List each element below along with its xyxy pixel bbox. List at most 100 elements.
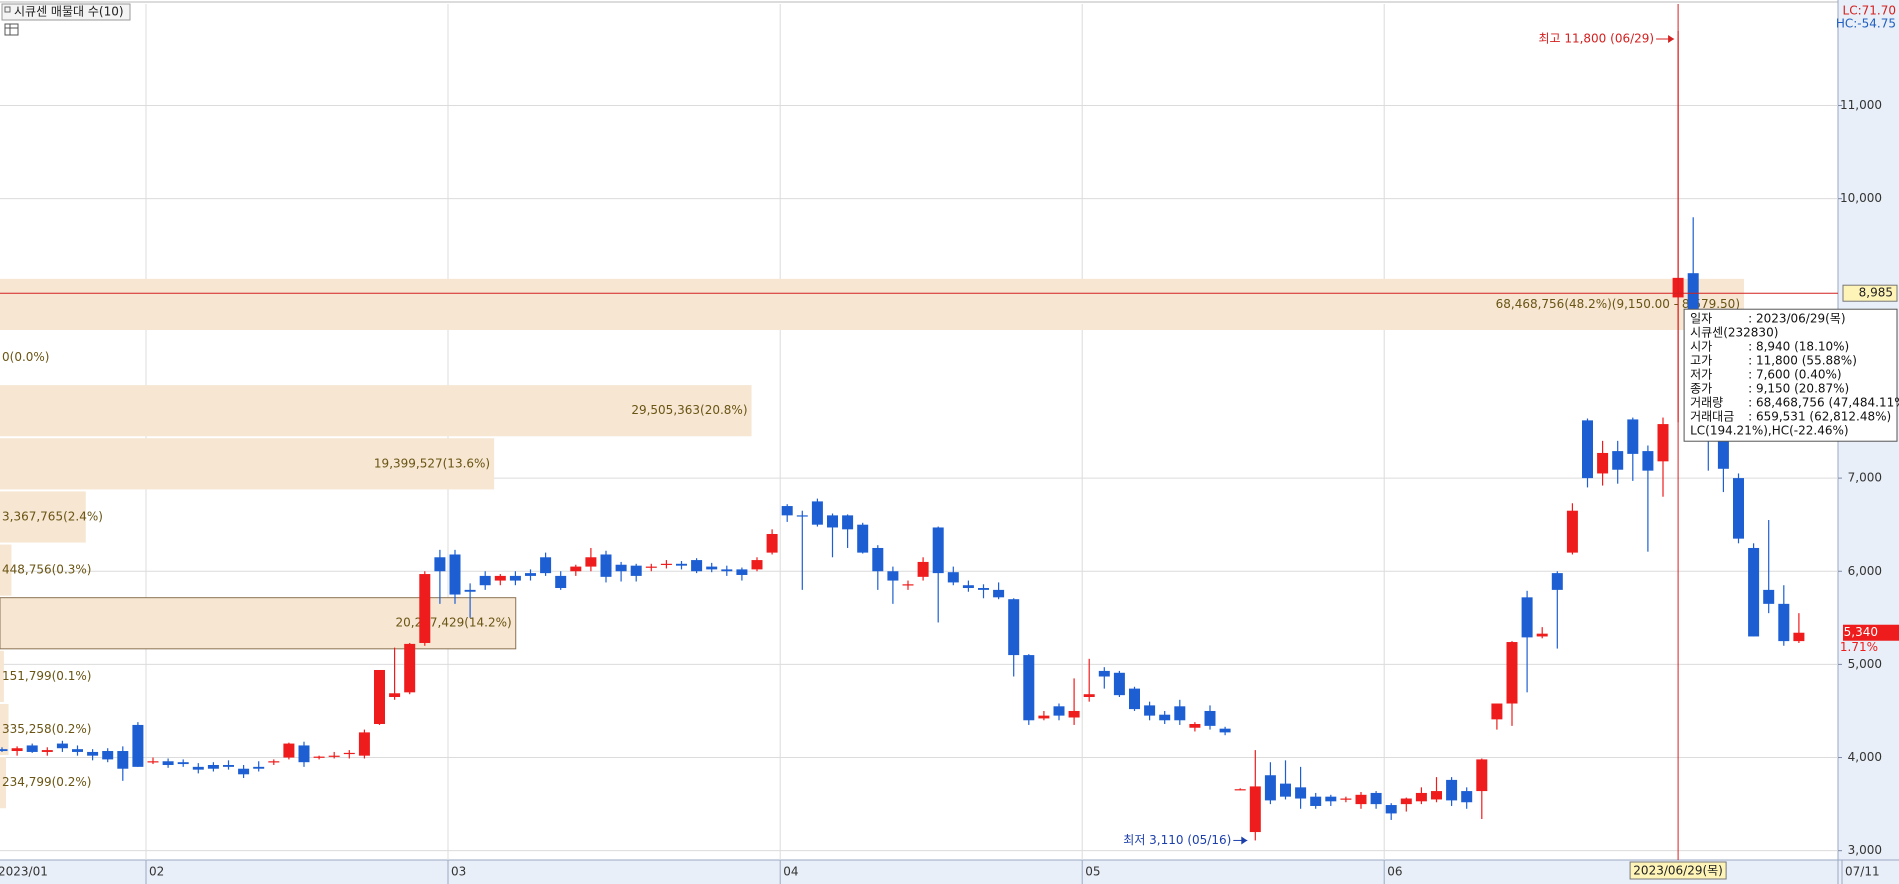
candle-body	[887, 571, 899, 581]
candle-body	[1129, 688, 1140, 710]
y-tick-label: 11,000	[1840, 98, 1882, 112]
profile-bar	[0, 757, 6, 809]
candle-body	[464, 589, 476, 592]
candle-body	[706, 566, 718, 570]
tooltip-value: : 68,468,756 (47,484.11%)	[1748, 396, 1899, 410]
tooltip-label: 거래량	[1690, 396, 1723, 410]
candle-body	[1159, 714, 1171, 721]
candle-body	[41, 750, 53, 752]
candle-body	[389, 693, 401, 697]
x-tick-label: 06	[1387, 865, 1402, 879]
candle-body	[555, 575, 567, 589]
candle-body	[947, 572, 959, 583]
candle-body	[1446, 779, 1458, 801]
tooltip-value: : 9,150 (20.87%)	[1748, 382, 1849, 396]
profile-label: 335,258(0.2%)	[2, 722, 91, 736]
last-price-tag	[1843, 624, 1899, 641]
tooltip-label: 일자	[1690, 312, 1712, 326]
candle-body	[102, 751, 114, 760]
x-tick-label: 05	[1085, 865, 1100, 879]
high-arrow-head	[1668, 35, 1675, 44]
tooltip-value: : 11,800 (55.88%)	[1748, 354, 1857, 368]
tooltip-footer: LC(194.21%),HC(-22.46%)	[1690, 424, 1848, 438]
candle-body	[147, 761, 159, 763]
candle-body	[1461, 791, 1473, 803]
candle-body	[26, 745, 38, 752]
price-axis	[1838, 0, 1899, 884]
candle-body	[872, 547, 884, 572]
candle-body	[494, 575, 506, 581]
candle-body	[11, 748, 23, 752]
candle-body	[1793, 632, 1805, 642]
candle-body	[811, 501, 823, 525]
candle-body	[1189, 724, 1201, 728]
candle-body	[1068, 710, 1080, 718]
last-price: 5,340	[1844, 625, 1878, 639]
candle-body	[268, 761, 280, 763]
candle-body	[56, 743, 68, 749]
candle-body	[1098, 670, 1110, 677]
candle-body	[1264, 775, 1276, 801]
candle-body	[132, 724, 144, 767]
candle-body	[721, 569, 733, 572]
candle-body	[72, 749, 83, 752]
x-tick-label: 04	[783, 865, 798, 879]
profile-label: 448,756(0.3%)	[2, 563, 91, 577]
profile-bar	[0, 544, 12, 596]
candle-body	[676, 563, 687, 566]
candle-body	[1778, 603, 1790, 642]
tooltip-label: 고가	[1690, 354, 1712, 368]
candle-body	[509, 575, 521, 581]
candle-body	[1249, 786, 1261, 833]
profile-label: 29,505,363(20.8%)	[631, 403, 747, 417]
candle-body	[1053, 706, 1065, 716]
candle-body	[404, 643, 416, 693]
candle-body	[419, 574, 431, 643]
crosshair-price-tag	[1842, 284, 1898, 302]
profile-label: 151,799(0.1%)	[2, 669, 91, 683]
candle-body	[1642, 451, 1654, 471]
candle-body	[358, 732, 370, 756]
candle-body	[1280, 783, 1291, 797]
y-tick-label: 10,000	[1840, 191, 1882, 205]
candle-body	[223, 764, 234, 767]
profile-label: 68,468,756(48.2%)(9,150.00 - 8,579.50)	[1496, 297, 1740, 311]
x-tick-label: 07/11	[1845, 865, 1880, 879]
x-tick-label: 2023/01	[0, 865, 48, 879]
candle-body	[1582, 420, 1593, 479]
candle-body	[827, 515, 838, 528]
candle-body	[1536, 633, 1548, 637]
table-icon[interactable]	[4, 23, 19, 36]
candle-body	[1566, 510, 1578, 553]
title-box[interactable]	[1, 3, 131, 21]
candle-body	[585, 557, 597, 567]
y-tick-label: 6,000	[1848, 564, 1882, 578]
candle-body	[449, 554, 461, 595]
candle-body	[1551, 573, 1563, 590]
x-tick-label: 03	[451, 865, 466, 879]
lc-label: LC:71.70	[1843, 4, 1896, 18]
tooltip-label: 종가	[1690, 382, 1712, 396]
high-note: 최고 11,800 (06/29)	[1538, 32, 1654, 46]
profile-label: 20,247,429(14.2%)	[396, 616, 512, 630]
candle-body	[1023, 655, 1035, 721]
tooltip-box	[1683, 308, 1898, 442]
crosshair-price: 8,985	[1859, 286, 1893, 300]
candle-body	[962, 585, 974, 589]
profile-bar	[0, 491, 86, 543]
candle-body	[1612, 451, 1624, 470]
candle-body	[660, 563, 672, 565]
tooltip-value: : 8,940 (18.10%)	[1748, 340, 1849, 354]
profile-label: 0(0.0%)	[2, 350, 49, 364]
candle-body	[781, 506, 793, 516]
candle-body	[117, 751, 129, 769]
hc-label: HC:-54.75	[1836, 17, 1896, 31]
candle-body	[1763, 589, 1775, 604]
candle-body	[1174, 706, 1186, 721]
candle-body	[1717, 440, 1729, 469]
candle-body	[1385, 805, 1397, 814]
candle-body	[978, 588, 989, 590]
candle-body	[751, 560, 763, 570]
candle-body	[0, 749, 8, 752]
